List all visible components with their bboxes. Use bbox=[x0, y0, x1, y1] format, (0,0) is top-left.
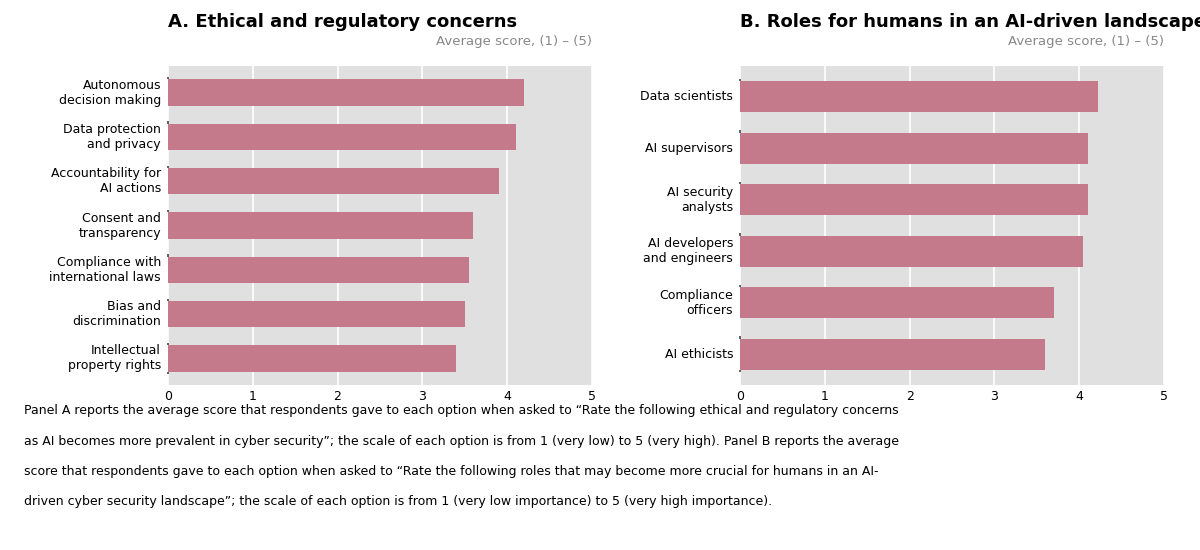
Text: score that respondents gave to each option when asked to “Rate the following rol: score that respondents gave to each opti… bbox=[24, 465, 878, 478]
Bar bbox=[740, 339, 1045, 370]
Text: driven cyber security landscape”; the scale of each option is from 1 (very low i: driven cyber security landscape”; the sc… bbox=[24, 495, 772, 508]
Bar bbox=[168, 345, 456, 372]
Text: B. Roles for humans in an AI-driven landscape: B. Roles for humans in an AI-driven land… bbox=[740, 13, 1200, 31]
Bar bbox=[168, 124, 516, 150]
Bar bbox=[740, 287, 1054, 318]
Bar bbox=[740, 236, 1084, 267]
Bar bbox=[168, 212, 473, 239]
Text: Average score, (1) – (5): Average score, (1) – (5) bbox=[436, 35, 592, 48]
Bar bbox=[168, 168, 498, 195]
Text: Average score, (1) – (5): Average score, (1) – (5) bbox=[1008, 35, 1164, 48]
Text: Panel A reports the average score that respondents gave to each option when aske: Panel A reports the average score that r… bbox=[24, 404, 899, 417]
Bar bbox=[740, 184, 1087, 215]
Text: A. Ethical and regulatory concerns: A. Ethical and regulatory concerns bbox=[168, 13, 517, 31]
Bar bbox=[168, 256, 469, 283]
Bar bbox=[168, 301, 464, 327]
Bar bbox=[168, 79, 524, 106]
Text: as AI becomes more prevalent in cyber security”; the scale of each option is fro: as AI becomes more prevalent in cyber se… bbox=[24, 434, 899, 448]
Bar bbox=[740, 81, 1098, 112]
Bar bbox=[740, 133, 1087, 164]
